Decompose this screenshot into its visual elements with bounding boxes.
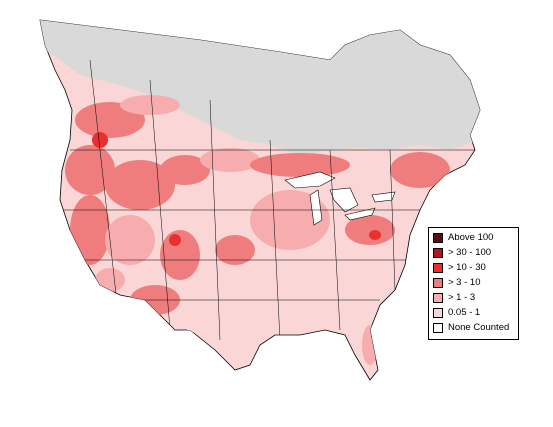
region-boundaries — [62, 59, 480, 341]
legend-swatch — [433, 278, 443, 288]
legend-item: > 30 - 100 — [433, 247, 491, 259]
legend-swatch — [433, 263, 443, 273]
abundance-layer — [65, 95, 450, 365]
legend-swatch — [433, 233, 443, 243]
map-legend: Above 100 > 30 - 100 > 10 - 30 > 3 - 10 … — [428, 227, 519, 340]
legend-label: None Counted — [448, 322, 510, 333]
legend-swatch — [433, 323, 443, 333]
legend-swatch — [433, 308, 443, 318]
great-lakes — [284, 171, 396, 226]
legend-item: > 10 - 30 — [433, 262, 486, 274]
legend-label: > 3 - 10 — [448, 277, 481, 288]
legend-swatch — [433, 248, 443, 258]
legend-label: Above 100 — [448, 232, 494, 243]
legend-item: 0.05 - 1 — [433, 307, 480, 319]
legend-label: > 1 - 3 — [448, 292, 476, 303]
legend-label: 0.05 - 1 — [448, 307, 481, 318]
legend-item: None Counted — [433, 322, 509, 334]
legend-item: > 1 - 3 — [433, 292, 475, 304]
legend-label: > 10 - 30 — [448, 262, 486, 273]
legend-swatch — [433, 293, 443, 303]
no-data-region — [40, 20, 480, 155]
legend-label: > 30 - 100 — [448, 247, 492, 258]
legend-item: > 3 - 10 — [433, 277, 480, 289]
legend-item: Above 100 — [433, 232, 493, 244]
